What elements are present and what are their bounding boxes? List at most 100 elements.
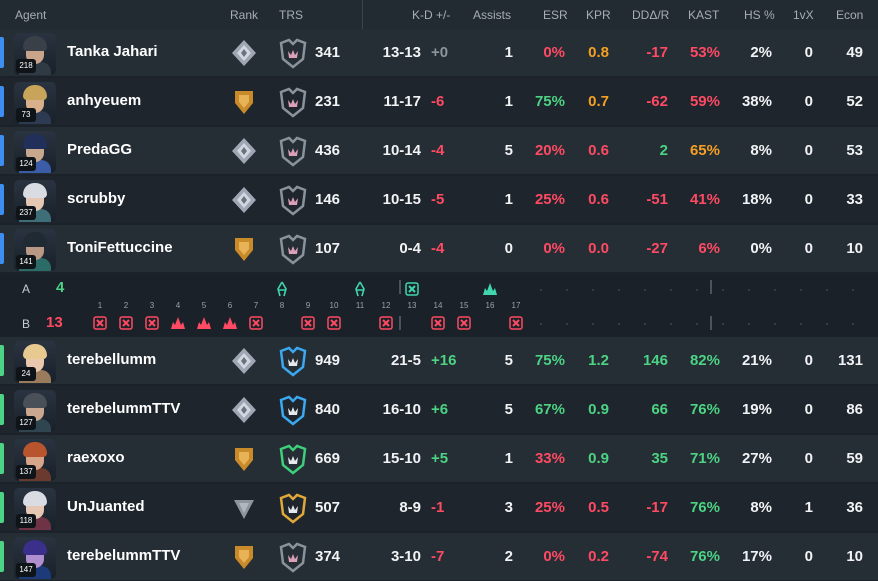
future-round-dot (566, 323, 568, 325)
header-1vx[interactable]: 1vX (793, 8, 814, 22)
team-indicator (0, 394, 4, 425)
future-round-dot (592, 289, 594, 291)
elimination-icon[interactable] (91, 314, 109, 332)
round-empty-slot[interactable] (169, 280, 187, 298)
player-row[interactable]: 124 PredaGG 436 10-14 -4 5 20% 0.6 2 65%… (0, 127, 878, 174)
gold-rank-icon (229, 87, 259, 117)
header-assists[interactable]: Assists (473, 8, 512, 22)
defuse-icon[interactable] (351, 280, 369, 298)
player-row[interactable]: 118 UnJuanted 507 8-9 -1 3 25% 0.5 -17 7… (0, 484, 878, 531)
defuse-icon[interactable] (273, 280, 291, 298)
future-round-dot (696, 323, 698, 325)
kpr-value: 1.2 (588, 352, 609, 369)
trs-grey-icon (278, 135, 308, 167)
assists-value: 5 (504, 352, 513, 369)
round-empty-slot[interactable] (455, 280, 473, 298)
player-name[interactable]: ToniFettuccine (67, 239, 173, 256)
spike-detonate-icon[interactable] (221, 314, 239, 332)
round-empty-slot[interactable] (351, 314, 369, 332)
player-row[interactable]: 73 anhyeuem 231 11-17 -6 1 75% 0.7 -62 5… (0, 78, 878, 125)
player-row[interactable]: 137 raexoxo 669 15-10 +5 1 33% 0.9 35 71… (0, 435, 878, 482)
player-row[interactable]: 127 terebelummTTV 840 16-10 +6 5 67% 0.9… (0, 386, 878, 433)
player-name[interactable]: Tanka Jahari (67, 43, 158, 60)
dda-value: -27 (646, 240, 668, 257)
header-trs[interactable]: TRS (279, 8, 303, 22)
econ-value: 52 (846, 93, 863, 110)
kpr-value: 0.5 (588, 499, 609, 516)
future-round-dot (592, 323, 594, 325)
kast-value: 76% (689, 401, 720, 418)
player-name[interactable]: terebelummTTV (67, 547, 181, 564)
round-empty-slot[interactable] (247, 280, 265, 298)
header-kpr[interactable]: KPR (586, 8, 611, 22)
spike-detonate-icon[interactable] (195, 314, 213, 332)
elimination-icon[interactable] (247, 314, 265, 332)
future-round-dot (800, 323, 802, 325)
elimination-icon[interactable] (507, 314, 525, 332)
trs-green-icon (278, 443, 308, 475)
round-empty-slot[interactable] (377, 280, 395, 298)
player-level-badge: 141 (16, 255, 36, 269)
spike-detonate-icon[interactable] (169, 314, 187, 332)
elimination-icon[interactable] (429, 314, 447, 332)
elimination-icon[interactable] (117, 314, 135, 332)
round-number: 16 (485, 301, 495, 310)
header-kd[interactable]: K-D +/- (412, 8, 451, 22)
round-empty-slot[interactable] (91, 280, 109, 298)
round-empty-slot[interactable] (273, 314, 291, 332)
player-name[interactable]: terebellumm (67, 351, 157, 368)
header-econ[interactable]: Econ (836, 8, 864, 22)
player-name[interactable]: PredaGG (67, 141, 133, 158)
agent-avatar[interactable] (14, 488, 56, 530)
round-empty-slot[interactable] (221, 280, 239, 298)
hs-value: 8% (750, 499, 772, 516)
player-name[interactable]: terebelummTTV (67, 400, 181, 417)
player-name[interactable]: UnJuanted (67, 498, 145, 515)
onevx-value: 0 (804, 548, 813, 565)
kast-value: 76% (689, 548, 720, 565)
elimination-icon[interactable] (455, 314, 473, 332)
round-empty-slot[interactable] (143, 280, 161, 298)
header-kast[interactable]: KAST (688, 8, 720, 22)
round-empty-slot[interactable] (195, 280, 213, 298)
player-row[interactable]: 218 Tanka Jahari 341 13-13 +0 1 0% 0.8 -… (0, 29, 878, 76)
kd-diff-value: -6 (431, 93, 445, 110)
player-row[interactable]: 141 ToniFettuccine 107 0-4 -4 0 0% 0.0 -… (0, 225, 878, 272)
spike-detonate-icon[interactable] (481, 280, 499, 298)
onevx-value: 0 (804, 191, 813, 208)
round-empty-slot[interactable] (403, 314, 421, 332)
player-name[interactable]: anhyeuem (67, 92, 142, 109)
kpr-value: 0.0 (588, 240, 609, 257)
header-agent[interactable]: Agent (15, 8, 47, 22)
player-row[interactable]: 237 scrubby 146 10-15 -5 1 25% 0.6 -51 4… (0, 176, 878, 223)
header-hs[interactable]: HS % (744, 8, 775, 22)
kast-value: 53% (689, 44, 720, 61)
round-number: 13 (407, 301, 417, 310)
elimination-icon[interactable] (143, 314, 161, 332)
gold-rank-icon (229, 444, 259, 474)
round-empty-slot[interactable] (325, 280, 343, 298)
elimination-icon[interactable] (403, 280, 421, 298)
future-round-dot (800, 289, 802, 291)
round-empty-slot[interactable] (117, 280, 135, 298)
round-empty-slot[interactable] (429, 280, 447, 298)
kpr-value: 0.9 (588, 450, 609, 467)
player-name[interactable]: scrubby (67, 190, 126, 207)
player-row[interactable]: 147 terebelummTTV 374 3-10 -7 2 0% 0.2 -… (0, 533, 878, 580)
econ-value: 86 (846, 401, 863, 418)
future-round-dot (826, 289, 828, 291)
round-empty-slot[interactable] (481, 314, 499, 332)
elimination-icon[interactable] (299, 314, 317, 332)
round-empty-slot[interactable] (299, 280, 317, 298)
assists-value: 3 (504, 499, 513, 516)
round-empty-slot[interactable] (507, 280, 525, 298)
elimination-icon[interactable] (377, 314, 395, 332)
round-number: 5 (201, 301, 207, 310)
esr-value: 67% (534, 401, 565, 418)
header-esr[interactable]: ESR (543, 8, 568, 22)
elimination-icon[interactable] (325, 314, 343, 332)
header-dda[interactable]: DDΔ/R (632, 8, 670, 22)
player-name[interactable]: raexoxo (67, 449, 125, 466)
player-row[interactable]: 24 terebellumm 949 21-5 +16 5 75% 1.2 14… (0, 337, 878, 384)
header-rank[interactable]: Rank (230, 8, 259, 22)
